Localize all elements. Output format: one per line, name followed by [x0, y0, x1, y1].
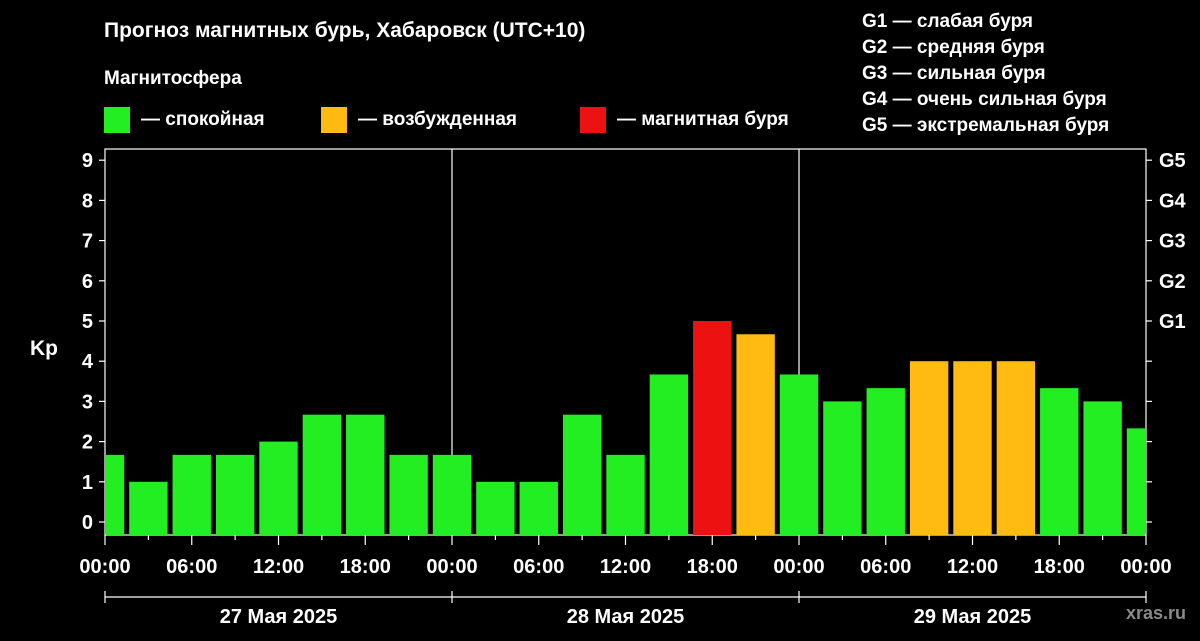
g-scale-label-g1: G1 — [1159, 311, 1186, 333]
chart-title: Прогноз магнитных бурь, Хабаровск (UTC+1… — [104, 19, 586, 42]
kp-bar-17 — [823, 401, 862, 535]
kp-bar-21 — [996, 361, 1036, 535]
y-tick-label-6: 6 — [82, 271, 93, 293]
kp-bar-16 — [779, 374, 819, 535]
kp-bar-20 — [953, 361, 992, 535]
x-tick-label-8: 00:00 — [773, 556, 824, 578]
g-legend-g1: G1 — слабая буря — [862, 11, 1034, 32]
kp-bar-6 — [346, 414, 385, 535]
y-tick-label-4: 4 — [82, 351, 94, 373]
x-tick-label-12: 00:00 — [1120, 556, 1171, 578]
kp-bar-3 — [215, 454, 255, 535]
y-tick-label-3: 3 — [82, 391, 93, 413]
legend-swatch-active — [321, 107, 347, 133]
day-label-1: 28 Мая 2025 — [567, 606, 685, 628]
day-label-0: 27 Мая 2025 — [220, 606, 338, 628]
g-legend-g2: G2 — средняя буря — [862, 37, 1045, 58]
kp-bar-12 — [606, 454, 645, 535]
legend-label-active: — возбужденная — [358, 109, 518, 130]
watermark: xras.ru — [1125, 603, 1186, 623]
legend-label-storm: — магнитная буря — [617, 109, 789, 130]
y-tick-label-8: 8 — [82, 190, 93, 212]
legend-item-quiet: — спокойная — [104, 107, 265, 133]
kp-bar-1 — [129, 481, 168, 535]
y-tick-label-0: 0 — [82, 512, 93, 534]
g-legend-g3: G3 — сильная буря — [862, 63, 1046, 84]
g-scale-label-g5: G5 — [1159, 150, 1186, 172]
y-tick-label-5: 5 — [82, 311, 93, 333]
kp-bar-2 — [172, 454, 211, 535]
kp-bar-23 — [1083, 401, 1122, 535]
g-scale-label-g2: G2 — [1159, 271, 1186, 293]
kp-bar-5 — [302, 414, 342, 535]
kp-bar-7 — [389, 454, 428, 535]
y-axis-label: Kp — [30, 337, 58, 360]
x-tick-label-10: 12:00 — [947, 556, 998, 578]
kp-bar-8 — [432, 454, 472, 535]
x-tick-label-9: 06:00 — [860, 556, 911, 578]
chart-subtitle: Магнитосфера — [104, 68, 242, 89]
x-tick-label-4: 00:00 — [426, 556, 477, 578]
legend-item-storm: — магнитная буря — [580, 107, 789, 133]
x-tick-label-7: 18:00 — [687, 556, 738, 578]
g-scale-label-g4: G4 — [1159, 190, 1187, 212]
x-tick-label-6: 12:00 — [600, 556, 651, 578]
x-tick-label-1: 06:00 — [166, 556, 217, 578]
g-legend-g4: G4 — очень сильная буря — [862, 89, 1107, 110]
kp-bar-10 — [519, 481, 558, 535]
kp-bar-0 — [106, 454, 125, 535]
kp-bar-19 — [909, 361, 949, 535]
kp-bar-18 — [866, 388, 905, 535]
y-tick-label-7: 7 — [82, 231, 93, 253]
legend-label-quiet: — спокойная — [141, 109, 265, 130]
x-tick-label-2: 12:00 — [253, 556, 304, 578]
x-tick-label-0: 00:00 — [79, 556, 130, 578]
g-scale-legend: G1 — слабая буря G2 — средняя буря G3 — … — [862, 9, 1109, 139]
legend-swatch-storm — [580, 107, 606, 133]
kp-bar-9 — [476, 481, 515, 535]
kp-bar-24 — [1126, 428, 1145, 535]
y-tick-label-2: 2 — [82, 432, 93, 454]
g-scale-label-g3: G3 — [1159, 231, 1186, 253]
g-legend-g5: G5 — экстремальная буря — [862, 115, 1110, 136]
x-tick-label-5: 06:00 — [513, 556, 564, 578]
kp-bar-13 — [649, 374, 689, 535]
x-tick-label-11: 18:00 — [1034, 556, 1085, 578]
kp-bar-15 — [736, 334, 775, 535]
y-tick-label-9: 9 — [82, 150, 93, 172]
kp-bar-11 — [562, 414, 602, 535]
day-label-2: 29 Мая 2025 — [914, 606, 1032, 628]
y-tick-label-1: 1 — [82, 472, 93, 494]
kp-bar-14 — [693, 321, 732, 535]
x-tick-label-3: 18:00 — [340, 556, 391, 578]
kp-bar-22 — [1040, 388, 1079, 535]
kp-bar-4 — [259, 441, 298, 535]
legend-swatch-quiet — [104, 107, 130, 133]
legend-item-active: — возбужденная — [321, 107, 517, 133]
